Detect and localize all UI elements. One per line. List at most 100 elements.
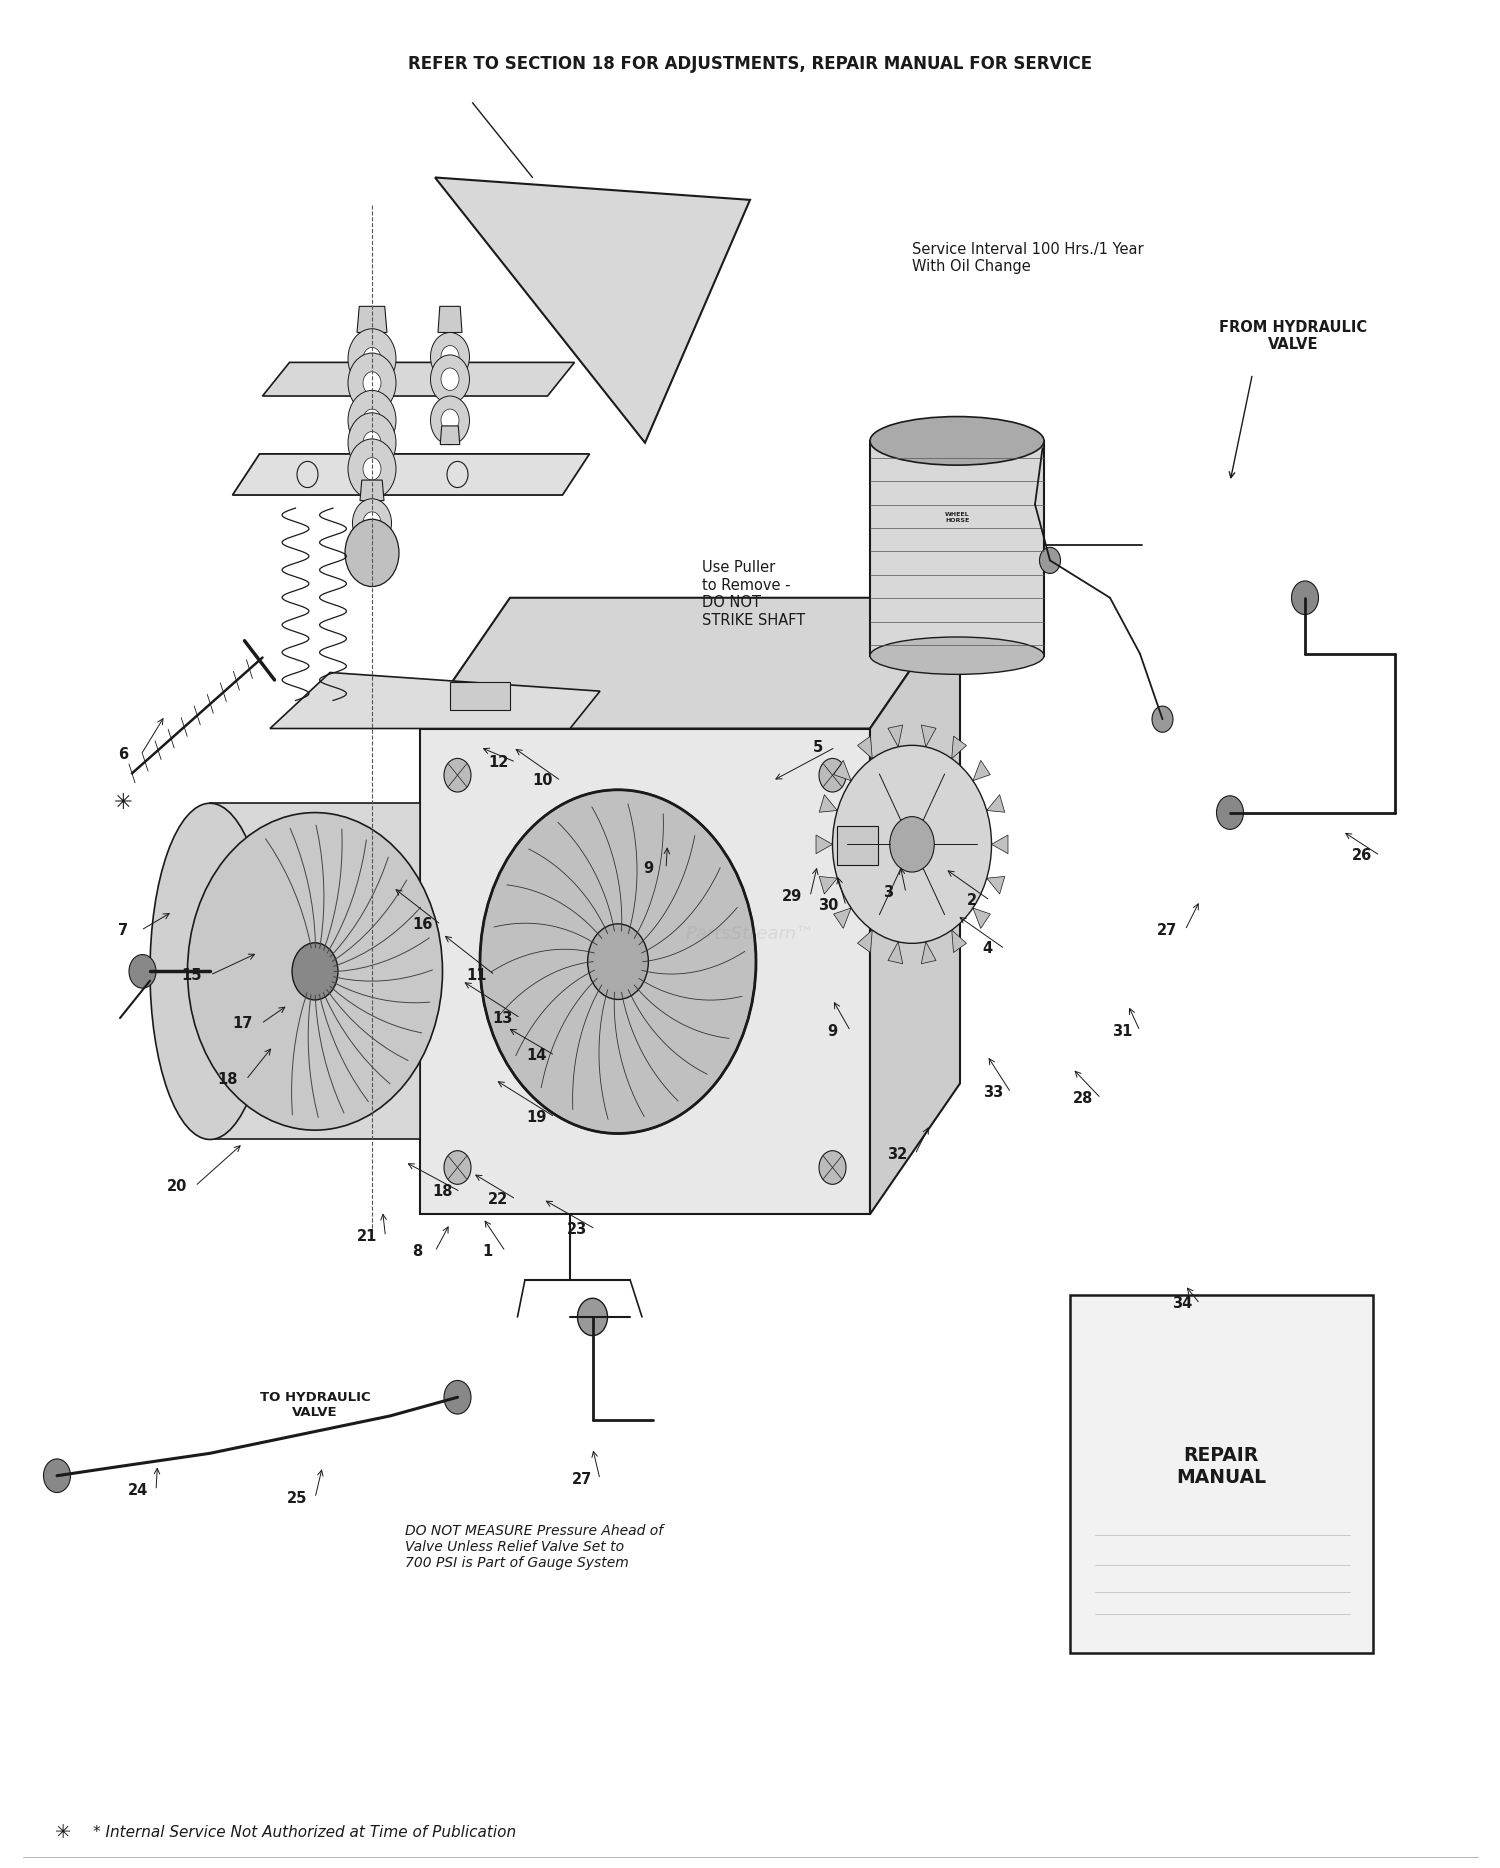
Text: 12: 12 — [488, 755, 508, 770]
Text: 26: 26 — [1352, 848, 1372, 863]
Text: 20: 20 — [166, 1179, 188, 1194]
Circle shape — [1040, 547, 1060, 573]
Text: 10: 10 — [532, 773, 554, 788]
Text: 31: 31 — [1112, 1024, 1132, 1039]
Text: 33: 33 — [982, 1085, 1004, 1100]
Text: * Internal Service Not Authorized at Time of Publication: * Internal Service Not Authorized at Tim… — [93, 1825, 516, 1840]
Text: 23: 23 — [567, 1222, 588, 1237]
Text: 11: 11 — [466, 968, 488, 983]
Polygon shape — [870, 441, 1044, 656]
Polygon shape — [987, 876, 1005, 895]
Text: REPAIR
MANUAL: REPAIR MANUAL — [1176, 1446, 1266, 1487]
Text: 13: 13 — [492, 1011, 513, 1026]
Circle shape — [1292, 581, 1318, 615]
Circle shape — [188, 813, 442, 1130]
Polygon shape — [992, 835, 1008, 854]
Circle shape — [348, 439, 396, 499]
Circle shape — [352, 499, 392, 547]
Text: 19: 19 — [526, 1110, 548, 1125]
Polygon shape — [210, 803, 420, 1139]
FancyBboxPatch shape — [1070, 1295, 1372, 1653]
Circle shape — [444, 1151, 471, 1184]
Text: 17: 17 — [232, 1016, 254, 1031]
Text: 18: 18 — [432, 1184, 453, 1199]
Polygon shape — [888, 725, 903, 747]
Polygon shape — [819, 794, 837, 813]
Circle shape — [819, 758, 846, 792]
Polygon shape — [262, 362, 574, 396]
Polygon shape — [270, 672, 600, 729]
Text: PartsStream™: PartsStream™ — [686, 925, 814, 943]
Polygon shape — [819, 876, 837, 895]
Ellipse shape — [870, 637, 1044, 674]
Circle shape — [348, 390, 396, 450]
Polygon shape — [974, 760, 990, 781]
Polygon shape — [360, 480, 384, 501]
Text: 25: 25 — [286, 1491, 308, 1506]
Text: 6: 6 — [118, 747, 128, 762]
Text: 2: 2 — [968, 893, 976, 908]
Text: 7: 7 — [118, 923, 128, 938]
Text: 27: 27 — [572, 1472, 592, 1487]
Text: FROM HYDRAULIC
VALVE: FROM HYDRAULIC VALVE — [1220, 319, 1367, 353]
Circle shape — [430, 396, 470, 445]
Circle shape — [1216, 796, 1243, 829]
Circle shape — [363, 432, 381, 454]
Circle shape — [444, 758, 471, 792]
Text: 5: 5 — [813, 740, 822, 755]
Circle shape — [363, 347, 381, 370]
Text: TO HYDRAULIC
VALVE: TO HYDRAULIC VALVE — [260, 1392, 370, 1418]
Text: 9: 9 — [644, 861, 652, 876]
Polygon shape — [834, 760, 850, 781]
Text: 30: 30 — [818, 899, 839, 913]
Text: 1: 1 — [483, 1244, 492, 1259]
Text: 14: 14 — [526, 1048, 548, 1063]
Text: 15: 15 — [182, 968, 203, 983]
Circle shape — [348, 413, 396, 473]
Circle shape — [292, 943, 338, 999]
Polygon shape — [870, 598, 960, 1214]
Text: ✳: ✳ — [56, 1823, 70, 1842]
Circle shape — [890, 816, 934, 872]
Circle shape — [129, 955, 156, 988]
Circle shape — [480, 790, 756, 1134]
Text: DO NOT MEASURE Pressure Ahead of
Valve Unless Relief Valve Set to
700 PSI is Par: DO NOT MEASURE Pressure Ahead of Valve U… — [405, 1524, 663, 1569]
Polygon shape — [834, 908, 850, 928]
Polygon shape — [441, 426, 459, 445]
Text: 27: 27 — [1156, 923, 1178, 938]
Circle shape — [348, 329, 396, 389]
Circle shape — [441, 368, 459, 390]
Circle shape — [578, 1298, 608, 1336]
Polygon shape — [951, 736, 966, 758]
Text: 21: 21 — [357, 1229, 378, 1244]
Polygon shape — [888, 941, 903, 964]
Polygon shape — [858, 930, 871, 953]
Polygon shape — [987, 794, 1005, 813]
Circle shape — [441, 346, 459, 368]
Polygon shape — [951, 930, 966, 953]
Text: 34: 34 — [1172, 1296, 1192, 1311]
Text: 29: 29 — [782, 889, 802, 904]
Circle shape — [44, 1459, 70, 1493]
Polygon shape — [858, 736, 873, 758]
Text: 22: 22 — [488, 1192, 508, 1207]
Polygon shape — [974, 908, 990, 928]
Text: 3: 3 — [884, 885, 892, 900]
Polygon shape — [435, 177, 750, 443]
Text: Use Puller
to Remove -
DO NOT
STRIKE SHAFT: Use Puller to Remove - DO NOT STRIKE SHA… — [702, 560, 806, 628]
Text: 28: 28 — [1072, 1091, 1094, 1106]
Ellipse shape — [870, 417, 1044, 465]
Circle shape — [363, 372, 381, 394]
Circle shape — [430, 355, 470, 403]
Text: REFER TO SECTION 18 FOR ADJUSTMENTS, REPAIR MANUAL FOR SERVICE: REFER TO SECTION 18 FOR ADJUSTMENTS, REP… — [408, 54, 1092, 73]
Text: 24: 24 — [128, 1483, 148, 1498]
Circle shape — [363, 458, 381, 480]
Circle shape — [345, 519, 399, 587]
Text: Service Interval 100 Hrs./1 Year
With Oil Change: Service Interval 100 Hrs./1 Year With Oi… — [912, 241, 1143, 275]
Polygon shape — [438, 306, 462, 333]
Circle shape — [1152, 706, 1173, 732]
Text: 8: 8 — [413, 1244, 422, 1259]
Circle shape — [819, 1151, 846, 1184]
Text: ✳: ✳ — [114, 794, 132, 813]
Polygon shape — [921, 941, 936, 964]
